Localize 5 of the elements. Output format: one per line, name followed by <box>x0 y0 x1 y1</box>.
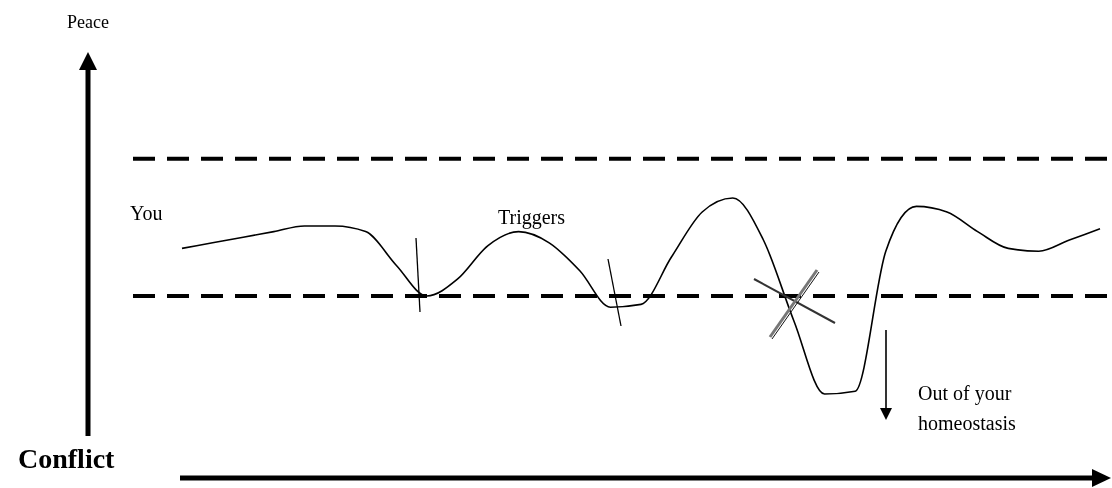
text: Conflict <box>18 443 116 474</box>
annotation: Triggers <box>498 206 566 229</box>
annotation: You <box>130 202 163 224</box>
annotation: Out of your homeostasis <box>918 382 1016 434</box>
text: Peace <box>67 12 109 32</box>
